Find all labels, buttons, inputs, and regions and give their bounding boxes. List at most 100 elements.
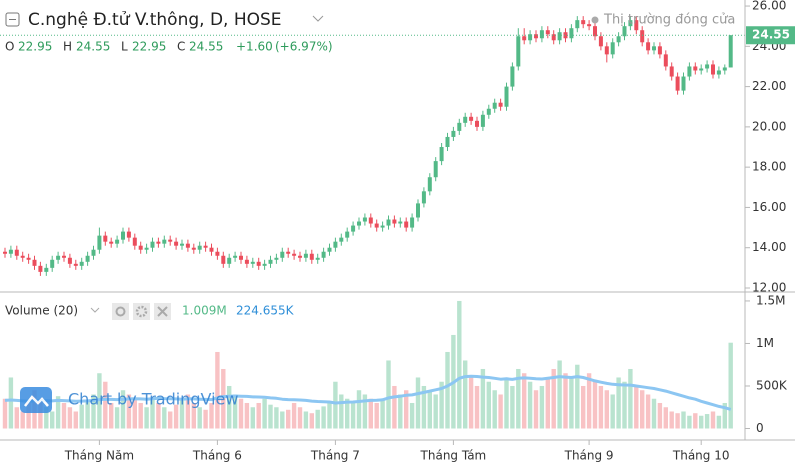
volume-bar: [244, 402, 250, 429]
candle-body: [705, 64, 710, 69]
volume-bar: [539, 385, 545, 429]
volume-bar: [73, 411, 78, 429]
volume-bar: [126, 394, 132, 429]
volume-bar: [232, 394, 238, 429]
candle-body: [634, 20, 639, 31]
volume-bar: [699, 415, 704, 429]
volume-bar: [203, 409, 208, 429]
volume-bar: [480, 368, 486, 429]
volume-bar: [315, 409, 320, 429]
volume-bar: [415, 377, 421, 429]
candle-body: [315, 257, 320, 260]
volume-bar: [162, 407, 167, 429]
ma-last-value: 224.655K: [236, 304, 295, 318]
candle-body: [303, 253, 308, 258]
volume-bar: [67, 407, 73, 429]
volume-bar: [321, 406, 326, 429]
volume-bar: [445, 351, 450, 429]
volume-bar: [569, 377, 574, 429]
plot-layer: [0, 16, 745, 429]
candle-body: [174, 241, 179, 246]
candle-body: [20, 255, 25, 258]
candle-body: [598, 36, 603, 47]
volume-bar: [38, 398, 43, 429]
legend-change-pct: (+6.97%): [275, 40, 333, 54]
volume-bar: [44, 407, 49, 429]
candle-body: [498, 102, 503, 107]
candle-body: [386, 219, 391, 226]
volume-bar: [197, 407, 202, 429]
volume-bar: [61, 402, 67, 429]
volume-bar: [215, 351, 220, 429]
volume-y-tick-label: 0: [756, 421, 764, 435]
volume-bar: [421, 385, 427, 429]
title-menu-arrow[interactable]: [312, 15, 324, 22]
volume-bar: [563, 373, 568, 429]
volume-bar: [575, 364, 580, 429]
candle-body: [392, 219, 397, 224]
candle-body: [292, 253, 297, 256]
candle-body: [492, 102, 497, 109]
candle-body: [351, 225, 356, 232]
volume-ma-line: [4, 374, 732, 411]
candle-body: [593, 26, 597, 37]
candle-body: [675, 76, 680, 91]
candle-body: [480, 114, 485, 127]
legend-value: 22.95: [132, 40, 166, 54]
candle-body: [581, 20, 586, 25]
volume-bar: [380, 398, 385, 429]
volume-bar: [150, 398, 155, 429]
candle-body: [274, 257, 279, 260]
volume-bar: [221, 368, 226, 429]
x-tick-label: Tháng 6: [192, 449, 242, 463]
volume-bar: [468, 377, 474, 429]
legend-change: +1.60: [236, 40, 273, 54]
candle-body: [156, 241, 161, 244]
candle-body: [510, 66, 515, 87]
settings-button[interactable]: [133, 303, 150, 320]
volume-bar: [374, 402, 379, 429]
volume-menu-arrow[interactable]: [90, 307, 100, 313]
volume-bar: [681, 411, 686, 429]
candle-body: [545, 30, 550, 35]
volume-bar: [722, 402, 727, 429]
candle-body: [646, 42, 651, 51]
x-tick-label: Tháng 9: [564, 449, 614, 463]
candle-body: [439, 147, 444, 162]
volume-bar: [657, 402, 663, 429]
volume-bar: [504, 377, 509, 429]
volume-bar: [498, 394, 503, 429]
candle-body: [109, 241, 114, 244]
candle-body: [433, 161, 438, 178]
volume-bar: [2, 398, 8, 429]
volume-bar: [303, 411, 309, 429]
hide-button[interactable]: [112, 303, 129, 320]
volume-bar: [510, 385, 515, 429]
candle-body: [368, 217, 373, 224]
candle-body: [563, 32, 568, 39]
volume-bar: [345, 398, 350, 429]
candle-body: [669, 66, 674, 77]
volume-bar: [663, 407, 668, 429]
candle-body: [209, 247, 214, 252]
watermark-logo-mark: [24, 395, 49, 407]
market-status: Thị trường đóng cửa: [603, 13, 735, 28]
volume-bar: [457, 300, 462, 429]
candle-body: [286, 251, 291, 254]
candle-body: [374, 223, 379, 228]
candle-body: [451, 130, 456, 137]
candle-body: [681, 76, 686, 91]
x-tick-label: Tháng 10: [672, 449, 730, 463]
candle-body: [91, 249, 96, 256]
volume-y-tick-label: 500K: [756, 378, 788, 392]
volume-bar: [185, 394, 191, 429]
volume-bar: [114, 407, 120, 429]
candle-body: [516, 36, 521, 67]
volume-y-tick-label: 1M: [756, 336, 774, 350]
volume-bar: [716, 415, 722, 429]
volume-bar: [50, 411, 55, 429]
candle-body: [103, 235, 108, 242]
candle-body: [144, 247, 149, 250]
volume-bar: [291, 402, 297, 429]
volume-bar: [173, 404, 179, 429]
